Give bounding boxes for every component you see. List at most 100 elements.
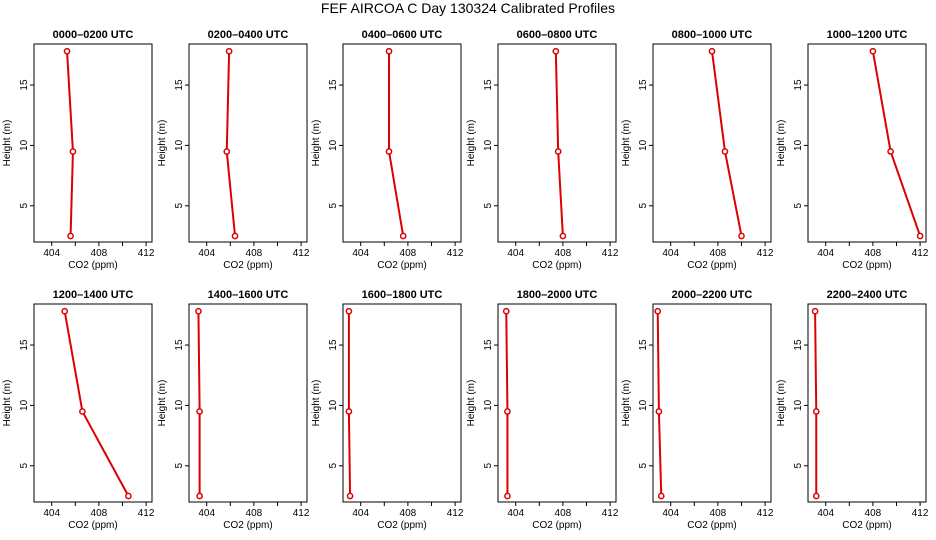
y-tick-label: 15 bbox=[793, 79, 804, 91]
y-tick-label: 5 bbox=[174, 463, 185, 469]
data-point bbox=[225, 47, 233, 55]
x-axis-label: CO2 (ppm) bbox=[842, 260, 891, 271]
plot-frame bbox=[33, 43, 153, 243]
data-point bbox=[385, 148, 393, 155]
y-tick-label: 5 bbox=[793, 203, 804, 209]
x-tick-label: 408 bbox=[555, 248, 572, 259]
data-point bbox=[916, 232, 924, 240]
data-point bbox=[812, 408, 820, 415]
x-tick-label: 408 bbox=[710, 248, 727, 259]
y-tick-label: 10 bbox=[328, 399, 339, 411]
y-axis-label: Height (m) bbox=[776, 380, 787, 427]
panel-title: 2200–2400 UTC bbox=[827, 289, 908, 301]
y-axis-label: Height (m) bbox=[2, 120, 13, 167]
data-point bbox=[346, 492, 354, 500]
x-tick-label: 412 bbox=[138, 508, 155, 519]
data-point bbox=[654, 307, 662, 315]
x-tick-label: 404 bbox=[352, 508, 369, 519]
y-tick-label: 15 bbox=[638, 79, 649, 91]
y-tick-label: 5 bbox=[483, 463, 494, 469]
panel-6: 1200–1400 UTC 404 408 412 5 10 15 CO2 (ppm) Heig… bbox=[2, 289, 155, 531]
plot-frame bbox=[497, 43, 617, 243]
profile-line bbox=[871, 51, 922, 237]
x-axis-label: CO2 (ppm) bbox=[377, 260, 426, 271]
x-tick-label: 412 bbox=[602, 248, 619, 259]
plot-frame bbox=[807, 43, 927, 243]
data-point bbox=[504, 492, 511, 500]
y-tick-label: 5 bbox=[174, 203, 185, 209]
y-axis-label: Height (m) bbox=[466, 120, 477, 167]
y-tick-label: 10 bbox=[174, 399, 185, 411]
y-axis-label: Height (m) bbox=[311, 380, 322, 427]
data-point bbox=[125, 492, 132, 500]
y-tick-label: 10 bbox=[793, 399, 804, 411]
panel-title: 1600–1800 UTC bbox=[362, 289, 443, 301]
x-tick-label: 412 bbox=[447, 508, 464, 519]
data-point bbox=[223, 148, 231, 155]
data-point bbox=[502, 307, 510, 315]
panel-title: 0600–0800 UTC bbox=[517, 29, 598, 41]
x-tick-label: 404 bbox=[507, 248, 524, 259]
panel-title: 2000–2200 UTC bbox=[672, 289, 753, 301]
y-tick-label: 15 bbox=[328, 339, 339, 351]
y-tick-label: 15 bbox=[483, 79, 494, 91]
y-tick-label: 5 bbox=[19, 463, 30, 469]
y-tick-label: 15 bbox=[793, 339, 804, 351]
x-tick-label: 404 bbox=[662, 508, 679, 519]
x-tick-label: 408 bbox=[400, 248, 417, 259]
data-point bbox=[195, 307, 202, 315]
data-point bbox=[399, 232, 407, 240]
x-tick-label: 408 bbox=[865, 508, 882, 519]
y-tick-label: 5 bbox=[483, 203, 494, 209]
y-axis-label: Height (m) bbox=[621, 380, 632, 427]
x-tick-label: 408 bbox=[400, 508, 417, 519]
x-axis-label: CO2 (ppm) bbox=[532, 260, 581, 271]
data-point bbox=[61, 307, 69, 315]
panel-7: 1400–1600 UTC 404 408 412 5 10 15 CO2 (ppm) Heig… bbox=[157, 289, 310, 531]
data-point bbox=[231, 232, 239, 240]
x-tick-label: 408 bbox=[246, 248, 263, 259]
y-axis-label: Height (m) bbox=[157, 120, 168, 167]
x-tick-label: 404 bbox=[43, 248, 60, 259]
panel-5: 1000–1200 UTC 404 408 412 5 10 15 CO2 (ppm) Heig… bbox=[776, 29, 929, 271]
y-tick-label: 10 bbox=[638, 139, 649, 151]
profile-line bbox=[656, 311, 663, 496]
data-point bbox=[811, 307, 819, 315]
y-tick-label: 5 bbox=[638, 203, 649, 209]
x-axis-label: CO2 (ppm) bbox=[68, 260, 117, 271]
data-point bbox=[812, 492, 820, 500]
x-axis-label: CO2 (ppm) bbox=[687, 260, 736, 271]
x-axis-label: CO2 (ppm) bbox=[532, 520, 581, 531]
panel-title: 1400–1600 UTC bbox=[208, 289, 289, 301]
y-axis-label: Height (m) bbox=[776, 120, 787, 167]
data-point bbox=[79, 408, 86, 415]
profile-line bbox=[554, 51, 564, 237]
data-point bbox=[554, 148, 562, 155]
data-point bbox=[345, 307, 353, 315]
x-tick-label: 412 bbox=[912, 508, 929, 519]
y-axis-label: Height (m) bbox=[157, 380, 168, 427]
profile-line bbox=[63, 311, 130, 497]
plot-frame bbox=[188, 303, 308, 503]
x-axis-label: CO2 (ppm) bbox=[687, 520, 736, 531]
data-point bbox=[345, 408, 353, 415]
y-tick-label: 15 bbox=[174, 339, 185, 351]
x-tick-label: 404 bbox=[507, 508, 524, 519]
data-point bbox=[738, 232, 745, 240]
panel-0: 0000–0200 UTC 404 408 412 5 10 15 CO2 (ppm) Heig… bbox=[2, 29, 155, 271]
y-axis-label: Height (m) bbox=[311, 120, 322, 167]
panel-1: 0200–0400 UTC 404 408 412 5 10 15 CO2 (ppm) Heig… bbox=[157, 29, 310, 271]
data-point bbox=[552, 47, 560, 55]
y-tick-label: 15 bbox=[19, 339, 30, 351]
data-point bbox=[69, 148, 77, 155]
x-axis-label: CO2 (ppm) bbox=[377, 520, 426, 531]
panel-8: 1600–1800 UTC 404 408 412 5 10 15 CO2 (ppm) Heig… bbox=[311, 289, 464, 531]
data-point bbox=[559, 232, 567, 240]
x-tick-label: 412 bbox=[138, 248, 155, 259]
y-tick-label: 5 bbox=[638, 463, 649, 469]
x-tick-label: 404 bbox=[352, 248, 369, 259]
data-point bbox=[196, 492, 203, 500]
profile-line bbox=[66, 51, 74, 236]
profile-line bbox=[814, 311, 818, 496]
